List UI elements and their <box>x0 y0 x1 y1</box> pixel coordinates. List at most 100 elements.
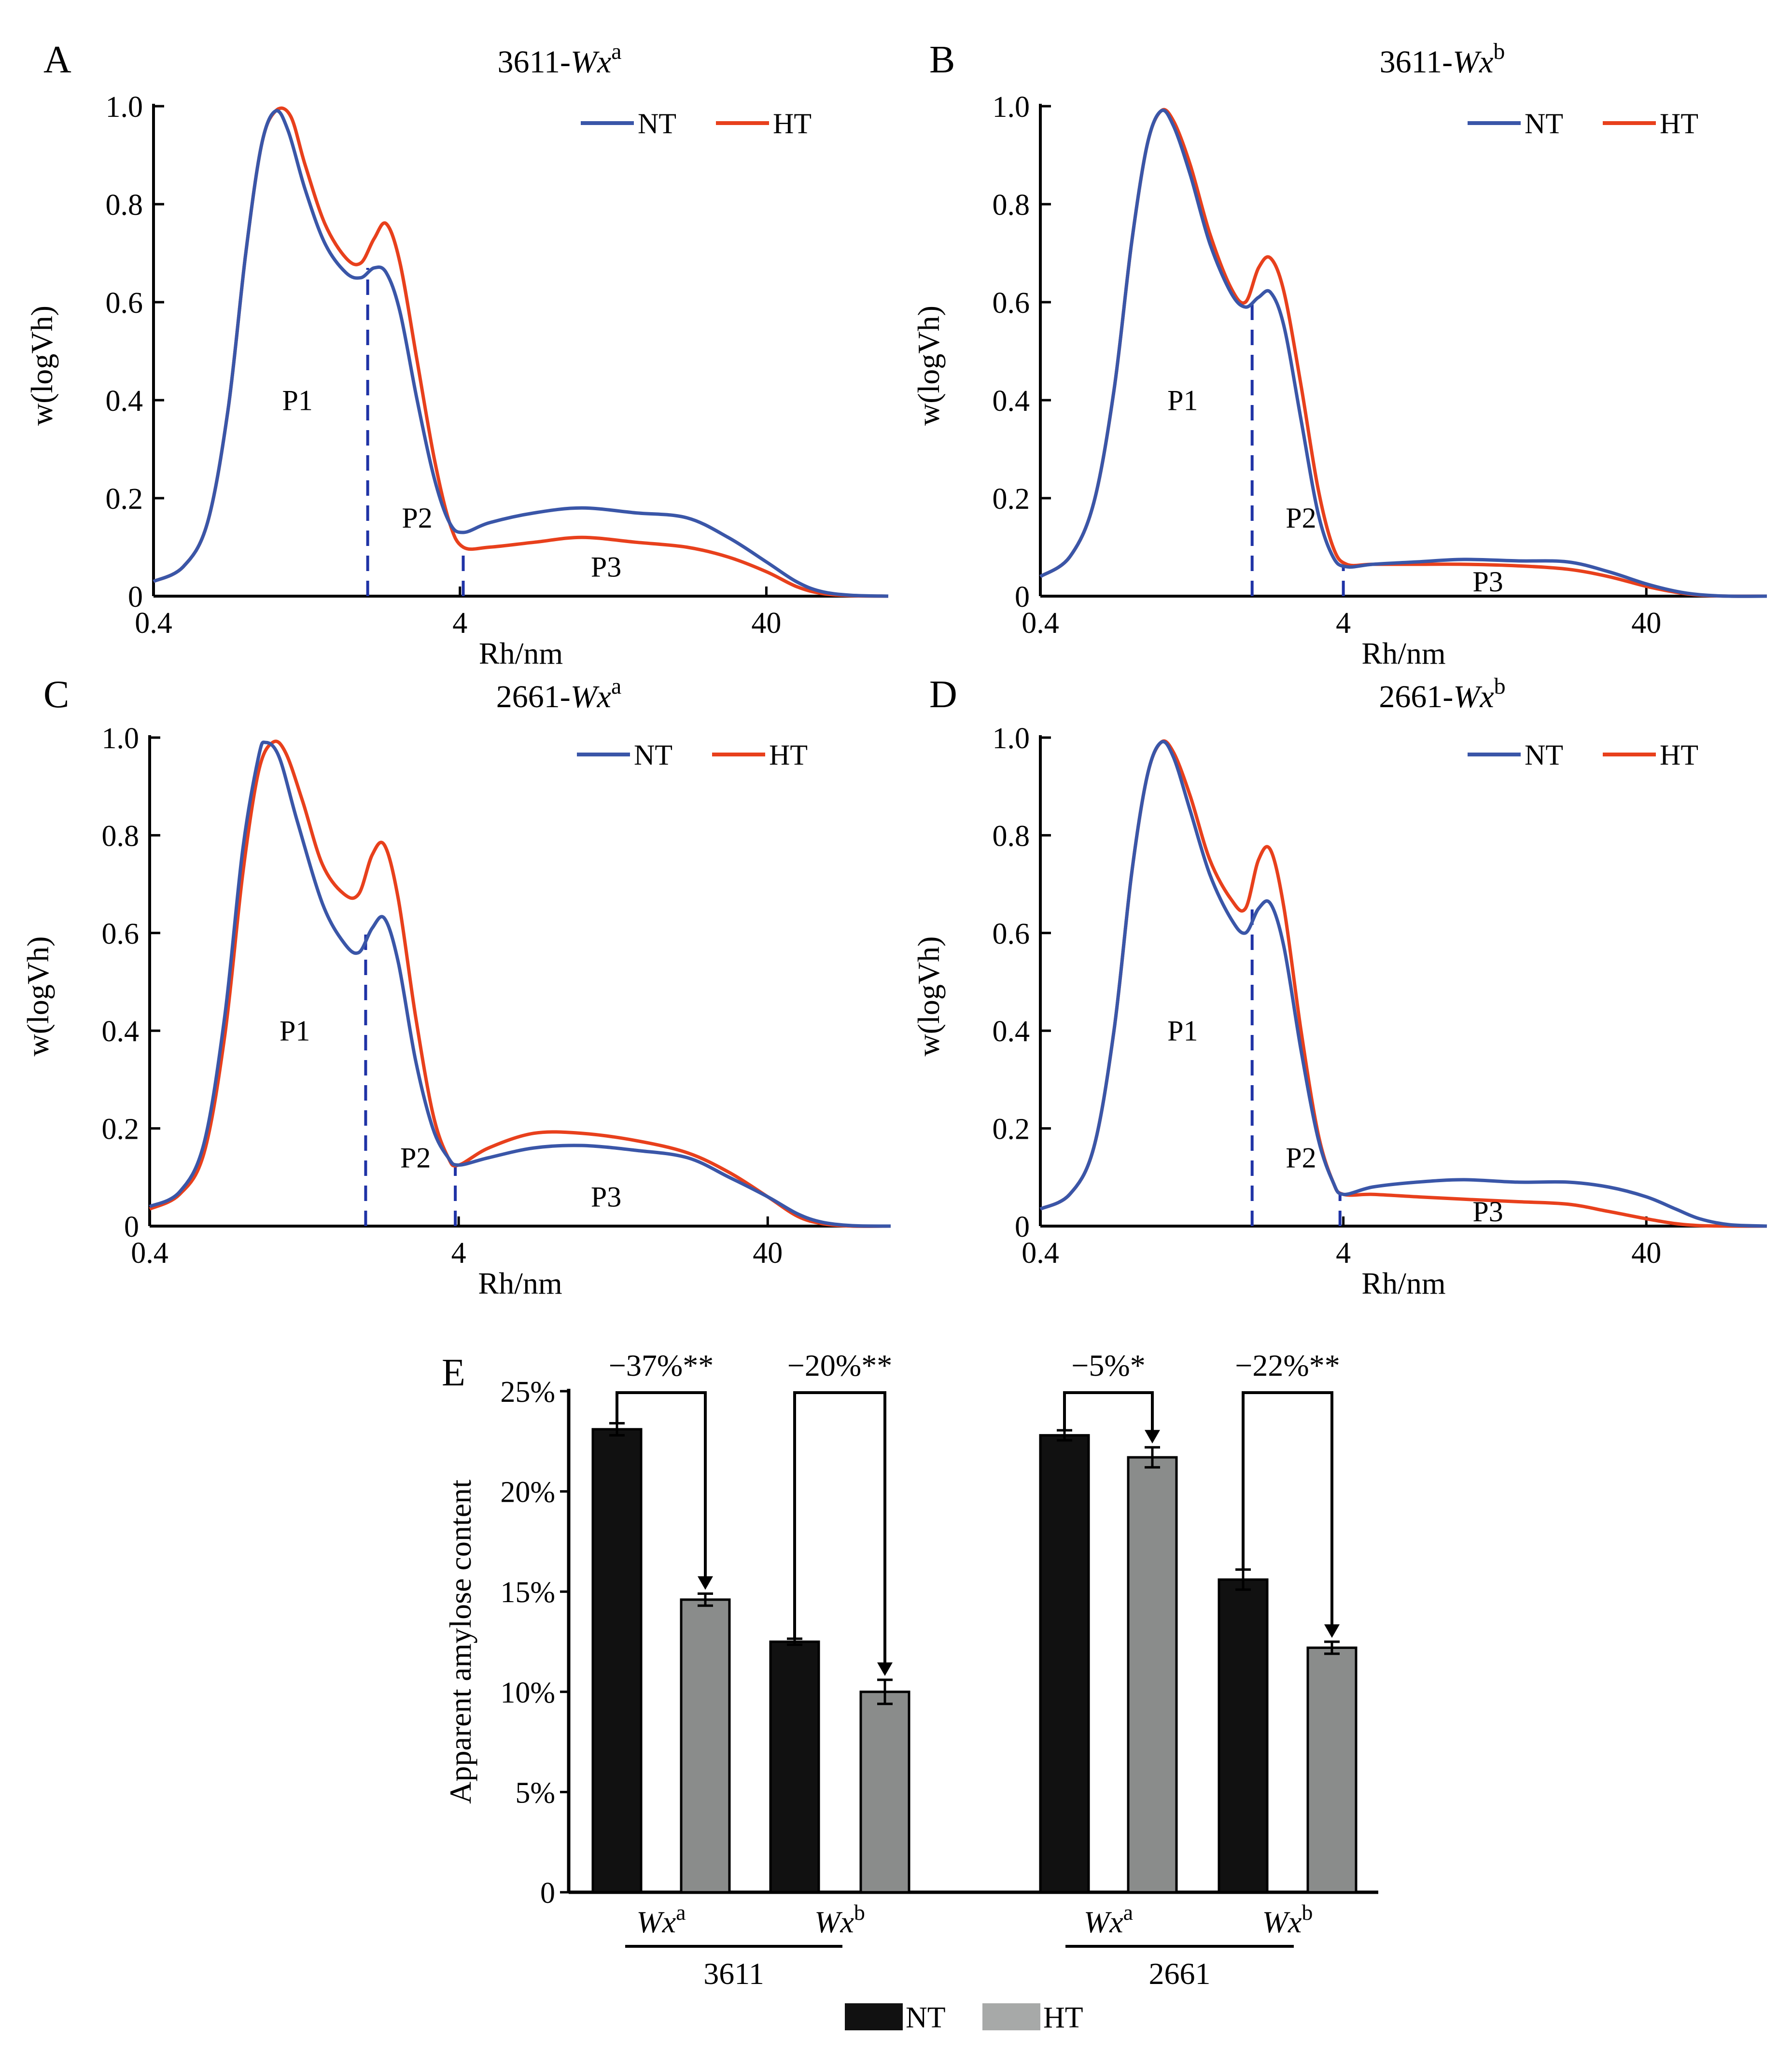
category-italic: Wx <box>814 1905 854 1939</box>
category-label: Wxa <box>1084 1900 1133 1939</box>
bracket-arrowhead <box>698 1576 713 1590</box>
series-line-nt <box>1039 109 1767 598</box>
panel-letter: D <box>929 673 957 716</box>
x-tick-label: 0.4 <box>1022 607 1059 640</box>
legend-label-ht: HT <box>769 739 808 771</box>
y-tick-label: 0.8 <box>993 189 1030 222</box>
y-tick-label: 0.8 <box>102 820 140 852</box>
title-sup: b <box>1494 673 1506 699</box>
title-prefix: 2661- <box>496 679 571 714</box>
x-tick-label: 40 <box>753 1237 783 1270</box>
panel-a: A 3611-Wxa 0 0.2 0.4 0.6 0.8 1.0 0.4 4 40 Rh/nm w(lo… <box>25 39 889 670</box>
significance-bracket <box>793 1391 886 1673</box>
y-tick-label: 0.6 <box>993 918 1030 950</box>
panel-d: D 2661-Wxb 0 0.2 0.4 0.6 0.8 1.0 0.4 4 40 Rh/nm w(lo… <box>911 673 1767 1300</box>
y-tick-label: 5% <box>515 1776 555 1809</box>
title-italic: Wx <box>1453 679 1494 714</box>
category-label: Wxb <box>1262 1900 1313 1939</box>
region-label: P1 <box>280 1015 310 1047</box>
title-italic: Wx <box>1453 44 1493 80</box>
y-tick-label: 0.2 <box>993 483 1030 516</box>
title-prefix: 2661- <box>1379 679 1453 714</box>
y-tick-label: 25% <box>500 1376 555 1409</box>
y-tick-label: 0.8 <box>993 820 1030 852</box>
x-tick-label: 4 <box>1336 1237 1351 1270</box>
series-line-ht <box>149 740 891 1228</box>
panel-c: C 2661-Wxa 0 0.2 0.4 0.6 0.8 1.0 0.4 4 40 Rh/nm w(lo… <box>21 673 891 1300</box>
title-sup: a <box>611 673 621 699</box>
bar-nt <box>591 1428 643 1894</box>
x-tick-label: 40 <box>751 607 781 640</box>
y-tick-label: 1.0 <box>102 722 140 755</box>
y-axis-label: w(logVh) <box>25 306 59 426</box>
y-tick-label: 0 <box>1015 581 1030 614</box>
legend-label-ht: HT <box>1043 2001 1083 2034</box>
bar-ht <box>1127 1456 1178 1894</box>
y-tick-label: 0.2 <box>993 1113 1030 1146</box>
legend-label-ht: HT <box>773 108 812 140</box>
y-axis-label: Apparent amylose content <box>443 1480 477 1804</box>
y-tick-label: 0.8 <box>106 189 143 222</box>
title-sup: b <box>1493 39 1505 64</box>
y-tick-label: 10% <box>500 1676 555 1709</box>
y-tick-label: 0 <box>128 581 143 614</box>
y-tick-label: 0.4 <box>102 1015 140 1048</box>
category-sup: a <box>676 1900 686 1925</box>
title-prefix: 3611- <box>497 44 571 80</box>
region-label: P2 <box>1286 502 1316 534</box>
panel-letter: E <box>442 1352 465 1394</box>
y-tick-label: 1.0 <box>106 91 143 124</box>
difference-label: −5%* <box>1071 1348 1145 1383</box>
legend-label-nt: NT <box>1525 739 1563 771</box>
y-tick-label: 1.0 <box>993 91 1030 124</box>
group-label: 3611 <box>703 1956 764 1991</box>
legend-swatch-nt <box>845 2003 903 2030</box>
x-tick-label: 4 <box>1336 607 1351 640</box>
category-label: Wxa <box>636 1900 686 1939</box>
legend-swatch-ht <box>982 2003 1040 2030</box>
bracket-arrowhead <box>1145 1430 1160 1444</box>
difference-label: −37%** <box>609 1348 714 1383</box>
y-tick-label: 1.0 <box>993 722 1030 755</box>
x-tick-label: 0.4 <box>135 607 172 640</box>
series-line-nt <box>149 740 891 1228</box>
x-tick-label: 0.4 <box>131 1237 168 1270</box>
region-label: P1 <box>1167 1015 1198 1047</box>
y-tick-label: 0 <box>540 1877 555 1910</box>
y-tick-label: 0 <box>124 1211 139 1243</box>
title-italic: Wx <box>571 44 611 80</box>
x-axis-label: Rh/nm <box>1361 636 1445 670</box>
panel-e: E 0 5% 10% 15% 20% 25% Apparent amylose content… <box>442 1348 1378 2034</box>
category-sup: a <box>1123 1900 1133 1925</box>
bar-nt <box>1218 1578 1269 1894</box>
difference-label: −22%** <box>1235 1348 1340 1383</box>
significance-bracket <box>1242 1391 1333 1635</box>
legend-label-nt: NT <box>1525 108 1563 140</box>
legend-label-nt: NT <box>638 108 676 140</box>
y-axis-label: w(logVh) <box>21 936 55 1057</box>
difference-label: −20%** <box>787 1348 892 1383</box>
category-label: Wxb <box>814 1900 865 1939</box>
y-tick-label: 0.4 <box>993 385 1030 418</box>
bracket-arrowhead <box>1324 1624 1340 1638</box>
x-axis-label: Rh/nm <box>479 636 563 670</box>
region-label: P1 <box>1167 384 1198 416</box>
bar-ht <box>680 1598 731 1894</box>
region-label: P3 <box>1472 1196 1503 1228</box>
y-tick-label: 0.6 <box>106 287 143 320</box>
bar-nt <box>769 1640 820 1894</box>
category-italic: Wx <box>1262 1905 1302 1939</box>
series-line-nt <box>153 109 889 598</box>
y-tick-label: 0.6 <box>993 287 1030 320</box>
region-label: P3 <box>591 1181 621 1213</box>
region-label: P2 <box>400 1142 431 1174</box>
category-italic: Wx <box>1084 1905 1123 1939</box>
y-tick-label: 15% <box>500 1576 555 1609</box>
bar-ht <box>859 1690 910 1894</box>
chart-title: 3611-Wxa <box>497 39 621 80</box>
panel-letter: B <box>929 39 955 81</box>
group-label: 2661 <box>1149 1956 1211 1991</box>
legend-label-ht: HT <box>1660 108 1698 140</box>
category-sup: b <box>1302 1900 1313 1925</box>
